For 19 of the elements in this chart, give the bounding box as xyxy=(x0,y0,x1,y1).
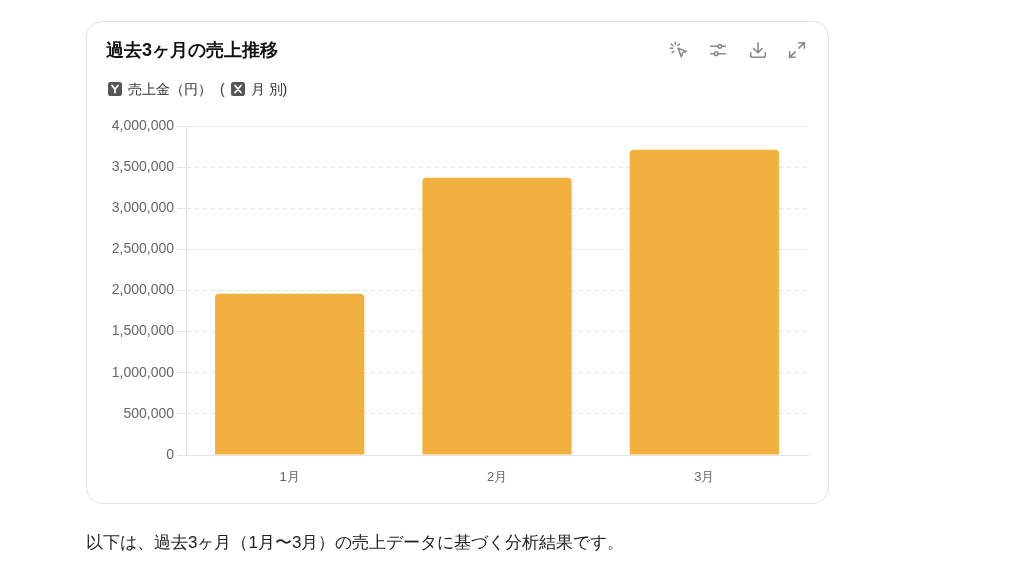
x-tick-label: 2月 xyxy=(486,469,508,485)
y-tick-label: 4,000,000 xyxy=(111,116,175,133)
y-tick-label: 2,500,000 xyxy=(111,240,175,257)
y-axis-title: 売上金（円） xyxy=(128,80,212,98)
bar xyxy=(215,293,365,455)
x-tick-label: 1月 xyxy=(279,469,300,485)
y-tick-label: 500,000 xyxy=(123,404,175,421)
y-tick-label: 3,500,000 xyxy=(111,157,175,174)
y-tick-label: 1,000,000 xyxy=(111,363,175,380)
text: (月 別) xyxy=(220,81,288,97)
y-tick-label: 2,000,000 xyxy=(111,281,175,298)
y-tick-label: 0 xyxy=(166,445,175,462)
y-tick-label: 1,500,000 xyxy=(111,322,175,339)
x-tick-label: 3月 xyxy=(694,469,715,485)
y-tick-label: 3,000,000 xyxy=(111,199,175,216)
bar xyxy=(422,177,572,455)
chart-title: 過去3ヶ月の売上推移 xyxy=(106,39,279,62)
bar xyxy=(629,149,779,455)
text: 以下は、過去3ヶ月（1月〜3月）の売上データに基づく分析結果です。 xyxy=(86,532,625,554)
